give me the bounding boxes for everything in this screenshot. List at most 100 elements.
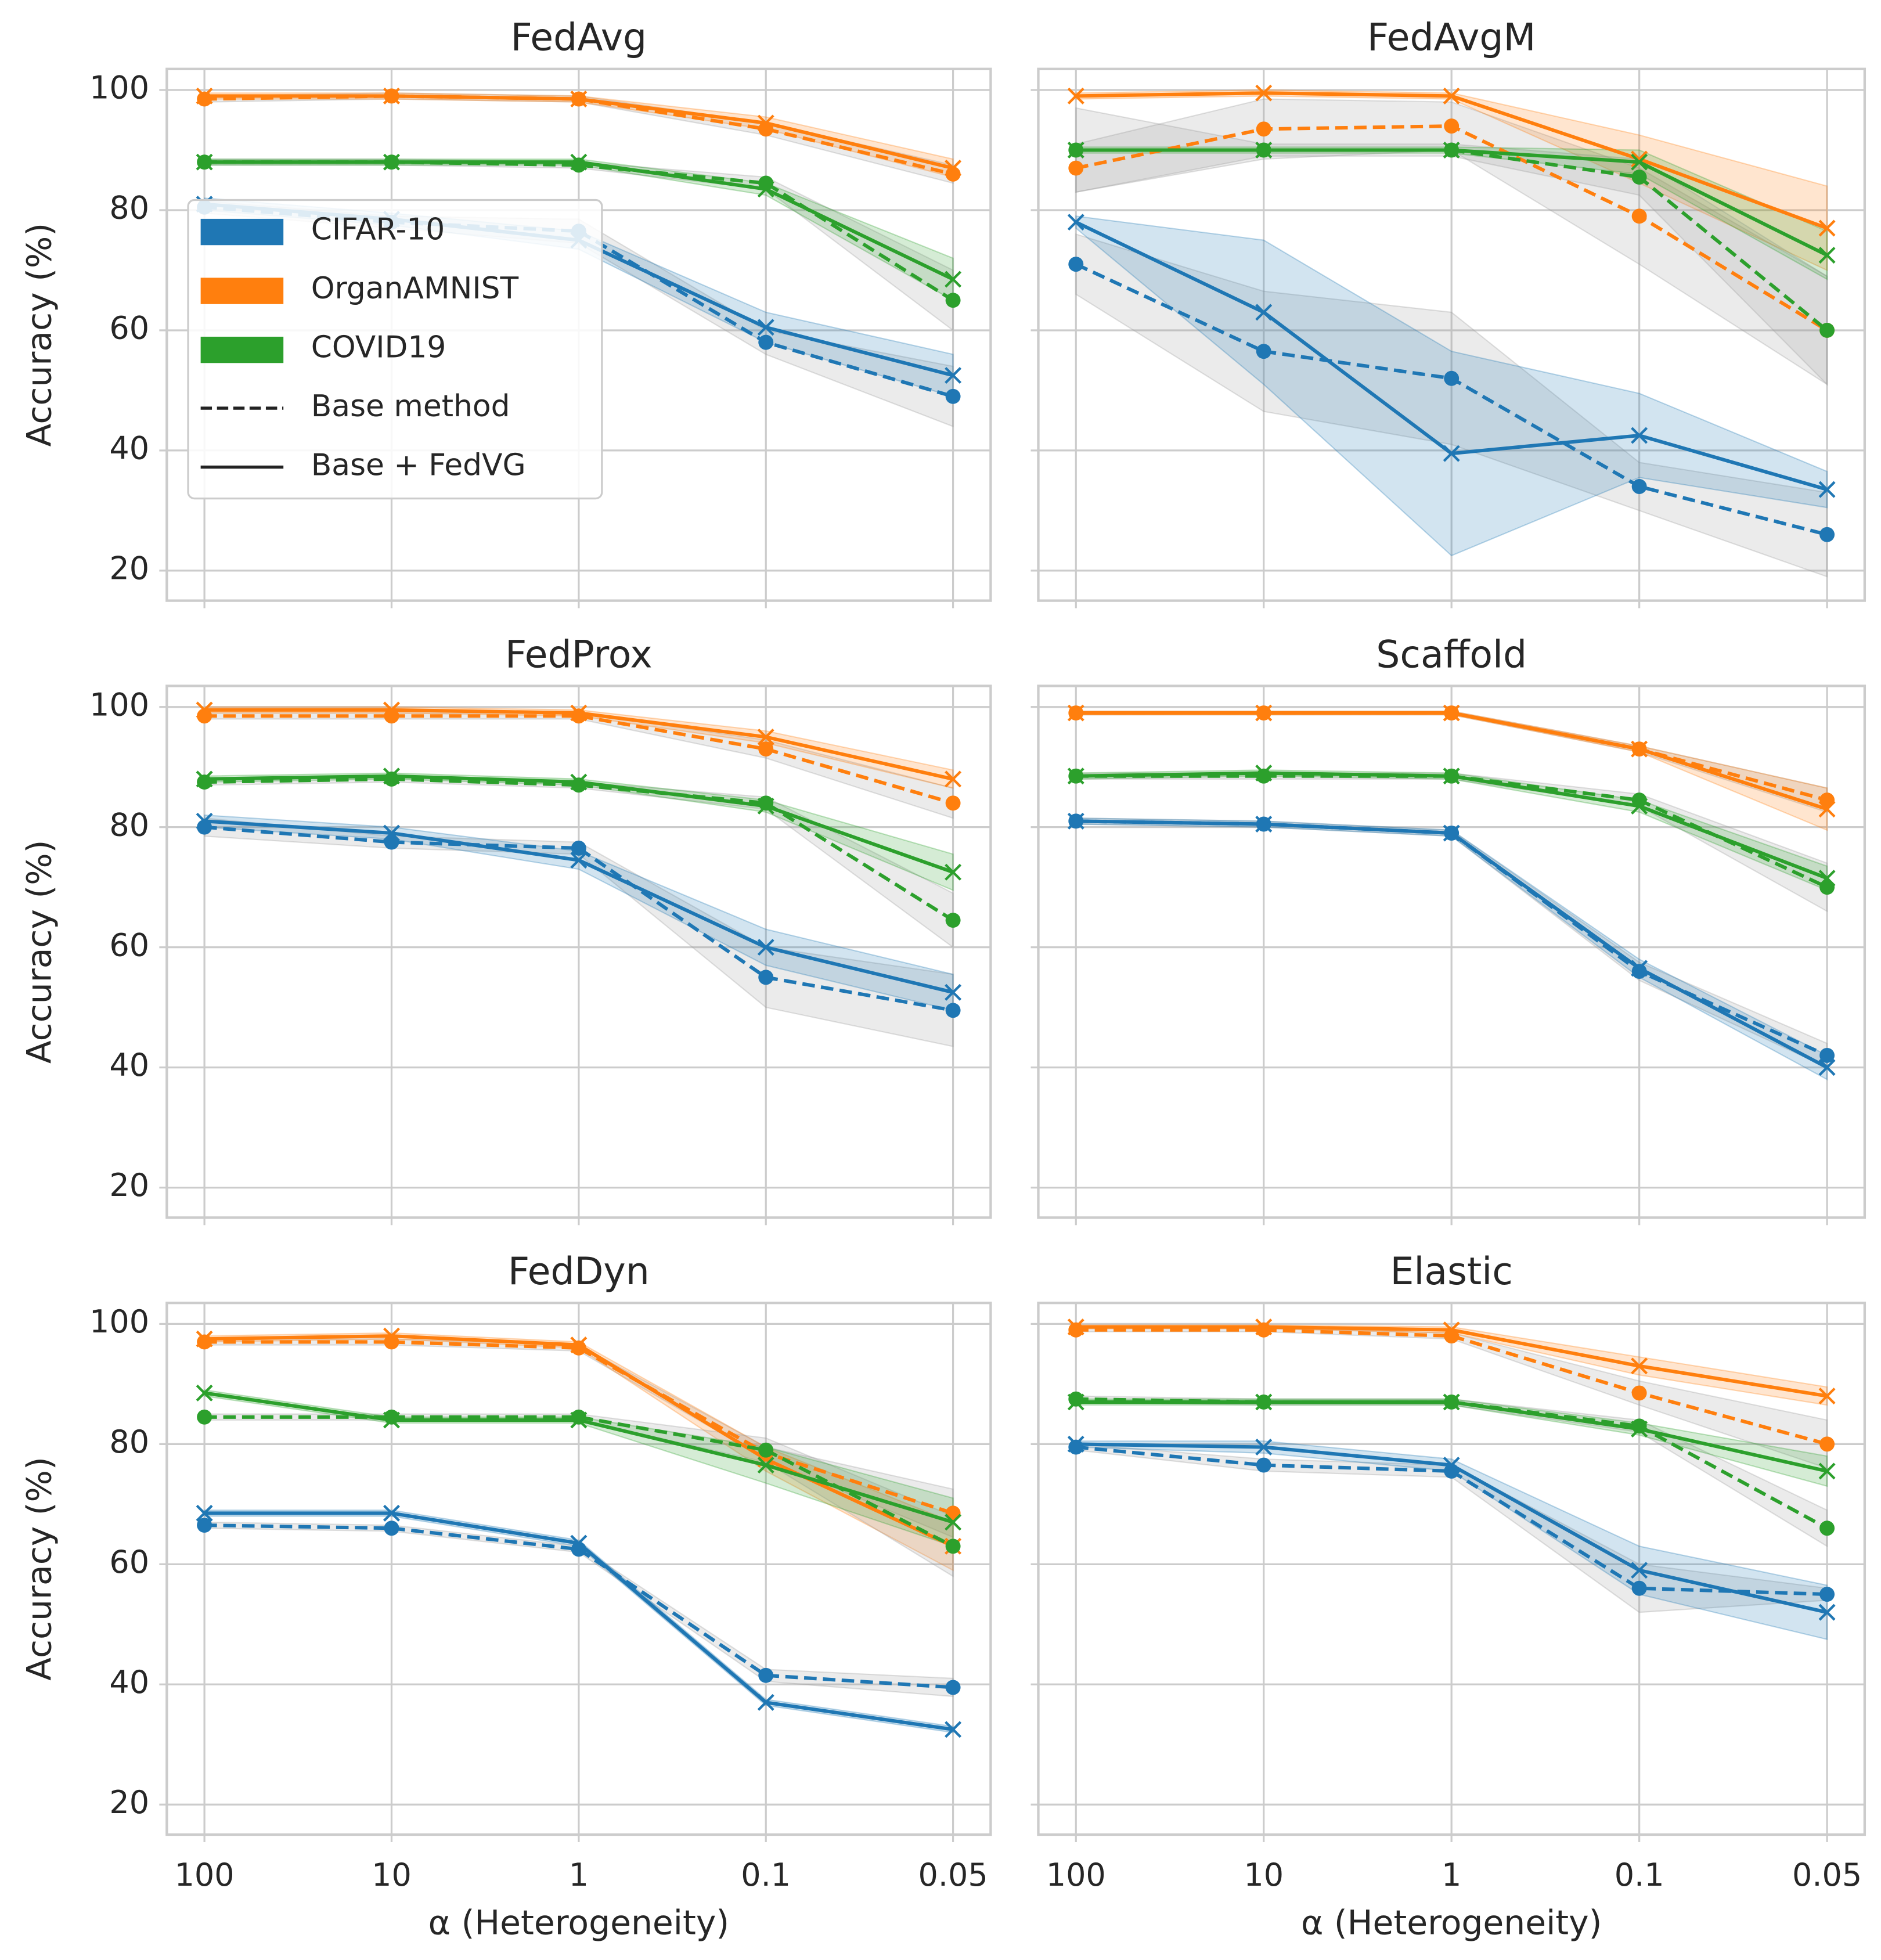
marker	[1444, 118, 1460, 134]
marker	[945, 1680, 961, 1695]
marker	[1067, 812, 1084, 830]
marker	[1068, 160, 1084, 176]
marker	[1631, 1562, 1648, 1579]
y-axis-label: Accuracy (%)	[19, 840, 59, 1064]
marker	[570, 91, 588, 108]
marker	[197, 91, 212, 107]
std-band	[204, 1332, 954, 1572]
x-tick-label: 10	[372, 1857, 412, 1893]
marker	[1631, 740, 1648, 758]
marker	[1256, 121, 1271, 137]
subplot-title: FedAvgM	[1367, 16, 1536, 60]
legend-label: OrganAMNIST	[311, 271, 519, 306]
marker	[197, 774, 212, 790]
legend-swatch	[200, 278, 284, 304]
std-band	[1075, 817, 1828, 1081]
marker	[757, 797, 774, 815]
marker	[1255, 304, 1273, 321]
marker	[1819, 1587, 1835, 1602]
std-band	[1075, 1327, 1828, 1469]
x-tick-label: 1	[1442, 1857, 1461, 1893]
marker	[945, 271, 962, 288]
marker	[945, 1514, 962, 1531]
x-tick-label: 0.1	[1615, 1857, 1664, 1893]
x-tick-label: 0.1	[741, 1857, 791, 1893]
marker	[1067, 1435, 1084, 1453]
marker	[1818, 801, 1836, 818]
marker	[1256, 344, 1271, 359]
marker	[196, 812, 213, 830]
marker	[1255, 704, 1273, 722]
marker	[196, 1330, 213, 1348]
marker	[571, 840, 586, 856]
marker	[1255, 765, 1273, 782]
marker	[945, 1721, 962, 1738]
marker	[1067, 1318, 1084, 1336]
legend-swatch	[200, 218, 284, 246]
subplot: 100 10 1 0.1 0.05 Elastic α (Heterogeneity)	[1030, 1250, 1866, 1943]
marker	[1818, 1604, 1836, 1621]
series-line	[204, 1415, 954, 1548]
marker	[196, 87, 213, 105]
marker	[571, 777, 586, 793]
marker	[1255, 142, 1273, 158]
marker	[383, 87, 400, 105]
marker	[1443, 1321, 1460, 1339]
subplot-title: Scaffold	[1376, 633, 1527, 676]
marker	[945, 388, 961, 404]
y-tick-label: 60	[109, 1544, 149, 1580]
marker	[757, 1457, 774, 1474]
marker	[383, 824, 400, 842]
marker	[945, 913, 961, 928]
legend-label: Base + FedVG	[311, 448, 526, 483]
marker	[1631, 479, 1647, 494]
marker	[1818, 1388, 1836, 1405]
marker	[1818, 1059, 1836, 1076]
axes-frame	[165, 684, 992, 1219]
subplot-title: FedDyn	[508, 1250, 650, 1294]
marker	[1256, 1457, 1271, 1473]
marker	[1631, 1421, 1648, 1437]
marker	[945, 983, 962, 1001]
marker	[570, 1411, 588, 1429]
y-tick-label: 20	[109, 1784, 149, 1821]
axes-frame	[165, 1302, 992, 1836]
marker	[197, 1334, 212, 1350]
marker	[384, 771, 399, 787]
marker	[1444, 370, 1460, 386]
marker	[1818, 247, 1836, 264]
marker	[570, 852, 588, 869]
subplot-title: FedAvg	[511, 16, 647, 60]
marker	[757, 939, 774, 956]
legend-swatch	[200, 336, 284, 363]
marker	[384, 1521, 399, 1536]
marker	[383, 768, 400, 785]
marker	[1631, 170, 1647, 185]
marker	[1819, 1521, 1835, 1536]
marker	[945, 863, 962, 881]
y-axis-label: Accuracy (%)	[19, 1457, 59, 1681]
marker	[1819, 527, 1835, 542]
marker	[1067, 1393, 1084, 1411]
marker	[196, 701, 213, 719]
series-line	[204, 714, 954, 805]
marker	[1068, 1391, 1084, 1407]
marker	[1255, 84, 1273, 102]
std-band	[1075, 1398, 1828, 1487]
marker	[196, 1384, 213, 1401]
marker	[197, 1518, 212, 1533]
marker	[1067, 768, 1084, 785]
marker	[384, 1409, 399, 1425]
std-band	[1075, 146, 1828, 280]
marker	[1068, 1322, 1084, 1338]
y-tick-label: 80	[109, 1424, 149, 1460]
subplot: 20 40 60 80 100 FedAvg Accuracy (%) CIFAR-10 Org…	[19, 16, 992, 608]
axes-frame	[1037, 1302, 1866, 1836]
axes-frame	[1037, 684, 1866, 1219]
series-line	[204, 1340, 954, 1515]
marker	[1068, 1439, 1084, 1455]
marker	[1067, 214, 1084, 231]
marker	[945, 367, 962, 384]
marker	[383, 1327, 400, 1345]
